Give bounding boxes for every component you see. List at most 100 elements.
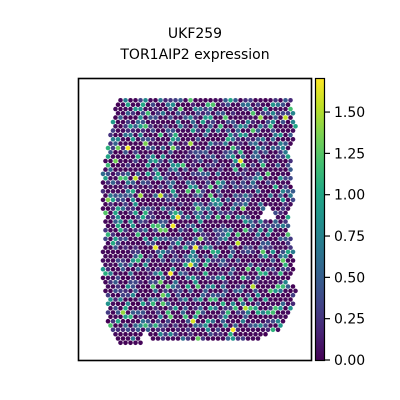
- expression-spot: [140, 154, 146, 159]
- expression-spot: [148, 323, 153, 328]
- expression-spot: [173, 141, 178, 146]
- expression-spot: [108, 314, 113, 320]
- expression-spot: [128, 141, 133, 146]
- expression-spot: [275, 318, 281, 324]
- expression-spot: [145, 327, 151, 333]
- expression-spot: [230, 189, 236, 194]
- expression-spot: [125, 206, 131, 211]
- expression-spot: [178, 297, 183, 302]
- expression-spot: [250, 310, 256, 315]
- expression-spot: [225, 163, 231, 168]
- expression-spot: [208, 141, 213, 146]
- expression-spot: [123, 288, 128, 294]
- expression-spot: [210, 232, 216, 237]
- expression-spot: [130, 206, 136, 211]
- expression-spot: [138, 124, 143, 129]
- expression-spot: [115, 119, 121, 125]
- expression-spot: [118, 124, 123, 129]
- expression-spot: [138, 340, 143, 346]
- expression-spot: [215, 180, 221, 185]
- expression-spot: [280, 137, 286, 142]
- expression-spot: [123, 271, 128, 276]
- expression-spot: [208, 98, 213, 103]
- expression-spot: [195, 310, 201, 315]
- expression-spot: [225, 119, 231, 125]
- expression-spot: [280, 111, 286, 116]
- expression-spot: [155, 249, 161, 255]
- expression-spot: [188, 210, 193, 216]
- expression-spot: [170, 292, 176, 298]
- expression-spot: [210, 197, 216, 203]
- expression-spot: [268, 202, 273, 207]
- expression-spot: [160, 318, 166, 324]
- expression-spot: [255, 197, 261, 203]
- expression-spot: [220, 301, 226, 307]
- expression-spot: [135, 310, 141, 315]
- expression-spot: [165, 111, 171, 116]
- expression-spot: [255, 310, 261, 315]
- expression-spot: [280, 128, 286, 133]
- expression-spot: [138, 279, 143, 285]
- expression-spot: [230, 180, 236, 185]
- expression-spot: [225, 301, 231, 307]
- expression-spot: [205, 189, 211, 194]
- expression-spot: [145, 223, 151, 229]
- expression-spot: [105, 154, 111, 159]
- expression-spot: [178, 271, 183, 276]
- expression-spot: [160, 189, 166, 194]
- expression-spot: [195, 301, 201, 307]
- expression-spot: [138, 245, 143, 250]
- expression-spot: [163, 219, 168, 224]
- expression-spot: [245, 327, 251, 333]
- expression-spot: [173, 106, 178, 112]
- expression-spot: [285, 232, 291, 237]
- expression-spot: [120, 128, 126, 133]
- expression-spot: [248, 210, 253, 216]
- expression-spot: [243, 98, 248, 103]
- expression-spot: [143, 124, 148, 129]
- expression-spot: [193, 236, 198, 242]
- expression-spot: [230, 137, 236, 142]
- expression-spot: [245, 284, 251, 289]
- expression-spot: [248, 288, 253, 294]
- expression-spot: [118, 279, 123, 285]
- expression-spot: [175, 232, 181, 237]
- expression-spot: [120, 284, 126, 289]
- expression-spot: [188, 262, 193, 268]
- expression-spot: [115, 249, 121, 255]
- expression-spot: [283, 124, 288, 129]
- expression-spot: [268, 106, 273, 112]
- expression-spot: [235, 128, 241, 133]
- expression-spot: [228, 176, 233, 181]
- expression-spot: [148, 253, 153, 259]
- expression-spot: [110, 154, 116, 159]
- expression-spot: [225, 154, 231, 159]
- expression-spot: [225, 111, 231, 116]
- expression-spot: [193, 167, 198, 172]
- expression-spot: [265, 154, 271, 159]
- expression-spot: [280, 275, 286, 281]
- expression-spot: [125, 223, 131, 229]
- expression-spot: [168, 98, 173, 103]
- expression-spot: [225, 145, 231, 151]
- expression-spot: [135, 327, 141, 333]
- expression-spot: [205, 197, 211, 203]
- expression-spot: [283, 184, 288, 190]
- expression-spot: [263, 184, 268, 190]
- expression-spot: [163, 271, 168, 276]
- expression-spot: [160, 197, 166, 203]
- expression-spot: [275, 301, 281, 307]
- expression-spot: [258, 141, 263, 146]
- expression-spot: [118, 115, 123, 120]
- expression-spot: [238, 158, 243, 164]
- expression-spot: [145, 163, 151, 168]
- expression-spot: [268, 236, 273, 242]
- expression-spot: [118, 305, 123, 311]
- expression-spot: [158, 279, 163, 285]
- expression-spot: [120, 240, 126, 246]
- expression-spot: [170, 145, 176, 151]
- expression-spot: [208, 331, 213, 337]
- expression-spot: [175, 102, 181, 107]
- expression-spot: [193, 227, 198, 233]
- expression-spot: [115, 171, 121, 177]
